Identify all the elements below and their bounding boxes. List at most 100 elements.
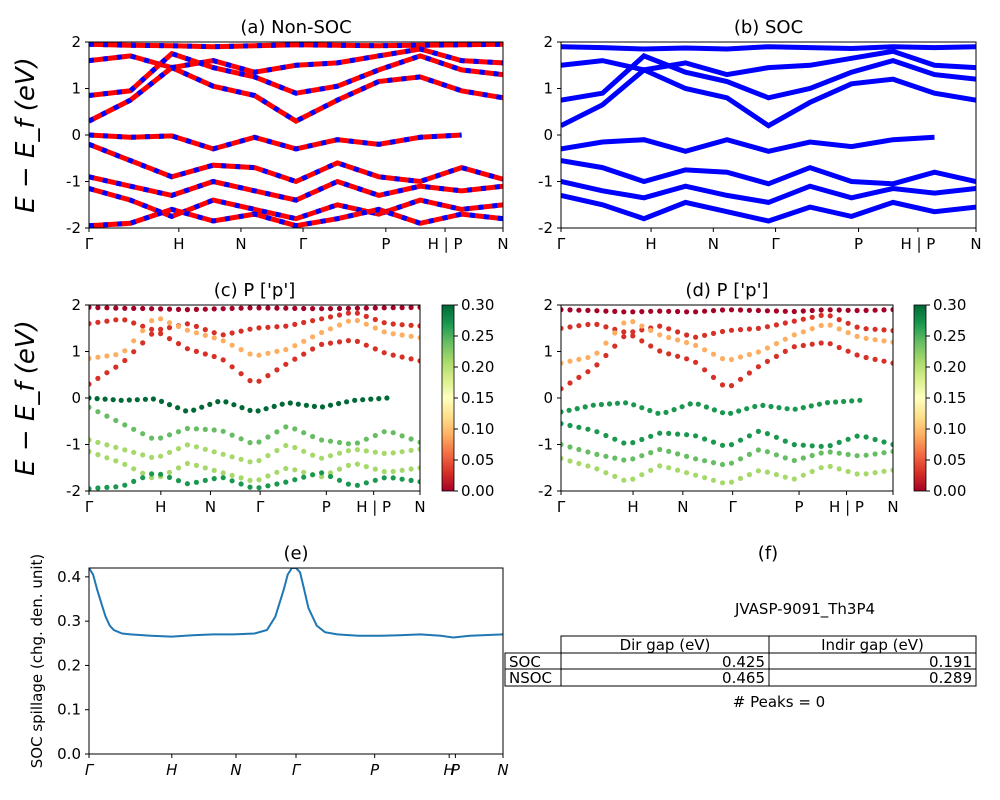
point-d-2-25 xyxy=(782,336,788,342)
point-c-0-22 xyxy=(283,305,289,311)
point-c-3-12 xyxy=(193,348,199,354)
point-c-3-11 xyxy=(184,346,190,352)
point-d-2-19 xyxy=(728,356,735,363)
point-c-7-20 xyxy=(265,473,271,479)
point-c-4-30 xyxy=(327,402,334,408)
point-d-6-15 xyxy=(693,456,699,462)
point-d-3-36 xyxy=(881,358,887,364)
point-d-6-32 xyxy=(845,451,851,458)
point-c-2-3 xyxy=(113,352,119,358)
point-c-1-28 xyxy=(336,312,343,318)
point-c-5-37 xyxy=(417,439,420,445)
point-d-5-27 xyxy=(800,442,806,448)
point-c-1-1 xyxy=(95,319,101,325)
point-d-5-17 xyxy=(710,439,717,445)
point-d-6-33 xyxy=(854,453,860,459)
point-c-7-12 xyxy=(193,462,199,468)
point-c-3-21 xyxy=(274,367,280,373)
point-d-7-6 xyxy=(612,473,618,479)
point-d-7-30 xyxy=(827,463,833,469)
point-d-0-37 xyxy=(890,307,893,313)
point-c-1-13 xyxy=(202,327,208,333)
point-c-2-8 xyxy=(158,316,164,322)
point-d-1-14 xyxy=(684,332,690,338)
point-c-3-6 xyxy=(140,340,146,346)
y-tick-label-c-2: 0 xyxy=(71,389,81,407)
x-tick-label-b-6: N xyxy=(970,235,981,253)
point-c-2-29 xyxy=(345,318,351,324)
point-d-6-28 xyxy=(809,452,815,459)
panel-title-a: (a) Non-SOC xyxy=(240,17,351,38)
point-c-5-25 xyxy=(310,433,316,440)
point-c-5-26 xyxy=(319,437,325,443)
point-c-6-20 xyxy=(265,453,271,459)
point-d-5-36 xyxy=(881,439,887,445)
point-c-5-8 xyxy=(158,435,164,441)
point-d-5-5 xyxy=(603,432,609,439)
point-d-0-28 xyxy=(809,307,815,314)
point-d-1-25 xyxy=(782,320,788,326)
point-d-7-19 xyxy=(728,479,735,485)
point-c-6-36 xyxy=(408,447,414,453)
point-d-6-2 xyxy=(576,446,582,453)
point-d-4-35 xyxy=(841,398,847,405)
point-d-2-16 xyxy=(702,347,708,353)
point-c-3-28 xyxy=(336,339,343,345)
point-c-7-3 xyxy=(113,458,119,464)
point-c-4-28 xyxy=(311,403,317,409)
point-d-6-21 xyxy=(746,451,753,457)
point-c-6-34 xyxy=(390,450,396,456)
point-d-7-2 xyxy=(576,460,582,467)
point-d-3-29 xyxy=(818,340,824,346)
colorbar-tick-label-c-4: 0.20 xyxy=(461,358,494,376)
point-c-3-16 xyxy=(229,364,235,370)
point-d-0-33 xyxy=(854,307,860,314)
point-c-5-15 xyxy=(220,428,226,434)
point-c-8-10 xyxy=(175,478,182,484)
point-d-2-31 xyxy=(836,326,842,332)
point-d-1-0 xyxy=(561,325,564,331)
point-d-7-34 xyxy=(863,471,869,477)
point-c-6-0 xyxy=(89,437,92,443)
point-d-5-25 xyxy=(782,438,788,444)
point-c-7-1 xyxy=(95,452,101,458)
band-overlay-a-6 xyxy=(89,174,503,203)
point-c-4-37 xyxy=(384,395,390,401)
point-c-0-17 xyxy=(238,305,244,311)
x-tick-label-a-2: N xyxy=(235,235,246,253)
x-tick-label-a-5: H | P xyxy=(428,235,463,253)
spillage-line xyxy=(89,568,503,639)
point-c-7-34 xyxy=(390,468,396,475)
y-tick-label-b-2: 0 xyxy=(543,126,553,144)
point-d-4-15 xyxy=(679,404,685,410)
point-d-0-8 xyxy=(630,309,636,315)
x-tick-label-a-3: Γ xyxy=(299,235,308,253)
point-c-8-4 xyxy=(122,482,128,488)
point-c-7-0 xyxy=(89,448,92,455)
point-c-0-21 xyxy=(274,305,280,311)
point-d-1-19 xyxy=(728,327,735,333)
point-c-3-3 xyxy=(113,364,119,370)
point-c-2-25 xyxy=(310,334,316,340)
point-c-3-20 xyxy=(265,373,271,379)
point-d-3-20 xyxy=(737,376,744,382)
point-d-5-0 xyxy=(561,421,564,427)
point-c-1-0 xyxy=(89,321,92,327)
point-c-5-24 xyxy=(301,430,307,436)
point-c-3-15 xyxy=(220,357,226,363)
point-d-7-1 xyxy=(567,458,573,464)
point-d-1-29 xyxy=(818,312,824,318)
point-c-7-28 xyxy=(336,466,343,472)
point-c-2-13 xyxy=(202,332,208,338)
point-c-3-26 xyxy=(319,341,325,347)
point-c-3-18 xyxy=(247,378,253,384)
x-tick-label-b-1: H xyxy=(645,235,656,253)
point-d-5-14 xyxy=(684,432,690,438)
point-c-7-19 xyxy=(256,477,262,483)
point-c-3-1 xyxy=(95,375,101,381)
point-c-1-6 xyxy=(140,323,146,329)
point-d-5-15 xyxy=(693,433,699,439)
point-c-0-27 xyxy=(327,306,334,312)
point-d-4-13 xyxy=(663,409,669,415)
y-tick-label-d-0: -2 xyxy=(538,482,553,500)
